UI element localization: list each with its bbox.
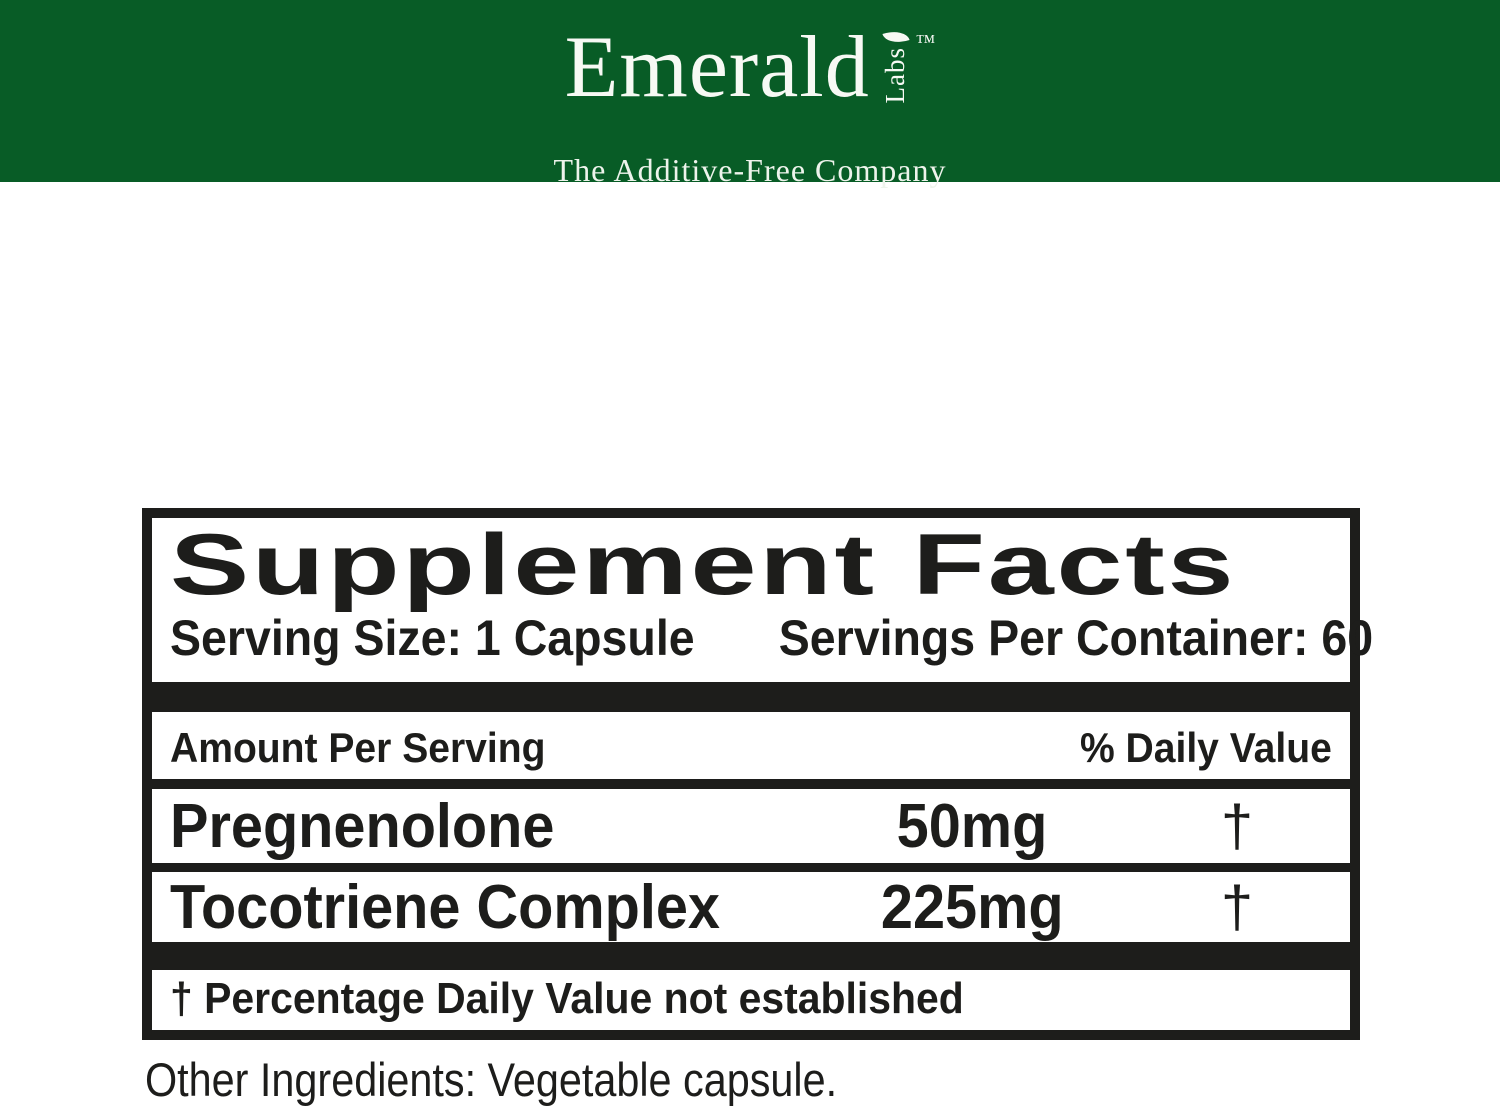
brand-tagline: The Additive-Free Company xyxy=(553,152,947,188)
trademark-symbol: ™ xyxy=(915,31,936,53)
daily-value-footnote: † Percentage Daily Value not established xyxy=(152,974,1350,1023)
brand-sub-name: Labs xyxy=(880,47,911,104)
amount-per-serving-header: Amount Per Serving xyxy=(170,724,546,771)
divider-bar-bottom xyxy=(152,942,1350,970)
brand-logo-row: Emerald Labs ™ xyxy=(554,24,947,148)
ingredient-daily-value: † xyxy=(1220,875,1254,940)
ingredient-amount: 50mg xyxy=(896,791,1048,861)
servings-per-container: Servings Per Container: 60 xyxy=(778,610,1374,666)
supplement-facts-title-text: Supplement Facts xyxy=(170,517,1237,613)
serving-size: Serving Size: 1 Capsule xyxy=(170,610,695,666)
ingredient-row: Pregnenolone 50mg † xyxy=(152,789,1350,863)
other-ingredients: Other Ingredients: Vegetable capsule. xyxy=(145,1052,931,1107)
brand-name: Emerald xyxy=(564,19,870,116)
divider-rule xyxy=(152,779,1350,789)
ingredient-row: Tocotriene Complex 225mg † xyxy=(152,872,1350,942)
brand-header: Emerald Labs ™ The Additive-Free Company xyxy=(0,0,1500,188)
daily-value-footnote-text: † Percentage Daily Value not established xyxy=(170,974,964,1023)
other-ingredients-text: Other Ingredients: Vegetable capsule. xyxy=(145,1053,838,1106)
ingredient-name: Tocotriene Complex xyxy=(170,873,721,942)
ingredient-daily-value: † xyxy=(1220,793,1254,859)
supplement-facts-title: Supplement Facts xyxy=(152,518,1350,608)
leaf-icon xyxy=(882,26,910,48)
supplement-facts-panel: Supplement Facts Serving Size: 1 Capsule… xyxy=(142,508,1373,1040)
brand-logo: Emerald Labs ™ The Additive-Free Company xyxy=(554,24,947,189)
daily-value-header: % Daily Value xyxy=(1080,724,1332,771)
divider-rule xyxy=(152,863,1350,872)
ingredient-amount: 225mg xyxy=(880,873,1064,942)
column-header-row: Amount Per Serving % Daily Value xyxy=(152,724,1350,772)
brand-labs-column: Labs xyxy=(876,26,916,148)
divider-bar-top xyxy=(152,682,1350,712)
ingredient-name: Pregnenolone xyxy=(170,791,555,861)
serving-info-row: Serving Size: 1 Capsule Servings Per Con… xyxy=(152,608,1373,668)
